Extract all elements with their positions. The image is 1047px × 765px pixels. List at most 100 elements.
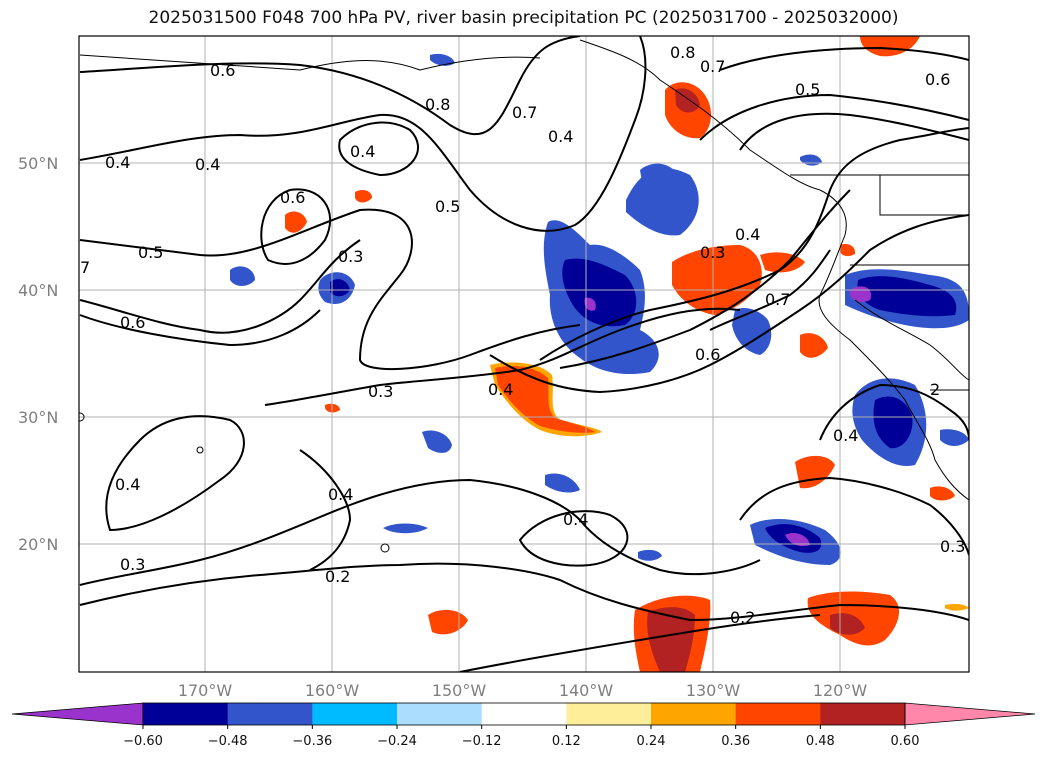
contour-label: 0.4 (833, 426, 858, 445)
contour-label: 0.7 (765, 290, 790, 309)
coastlines (79, 39, 969, 501)
colorbar-swatch (651, 703, 737, 725)
colorbar-tick-label: 0.24 (637, 734, 666, 749)
contour-label: 0.7 (700, 57, 725, 76)
precip-negative-blob (638, 549, 662, 561)
colorbar-swatch (735, 703, 821, 725)
colorbar-extend-low (11, 702, 144, 726)
precip-positive-blob (840, 244, 856, 257)
precip-negative-blob (422, 430, 452, 453)
colorbar-tick-label: −0.48 (208, 734, 248, 749)
precip-positive-blob (945, 604, 969, 611)
colorbar-swatch (820, 703, 906, 725)
lon-label-130w: 130°W (686, 681, 741, 700)
colorbar-tick-label: 0.36 (721, 734, 750, 749)
contour-label: 0.4 (548, 127, 573, 146)
precip-positive-blob (355, 190, 372, 203)
colorbar-extend-high (904, 702, 1036, 726)
lat-label-30n: 30°N (18, 408, 58, 427)
contour-label: 0.3 (338, 247, 363, 266)
precip-positive-blob (672, 245, 762, 315)
precip-positive-blob (930, 486, 955, 501)
precip-negative-blob (940, 429, 969, 446)
lat-label-20n: 20°N (18, 535, 58, 554)
contour-label: 0.6 (210, 61, 235, 80)
contour-label: 0.8 (670, 43, 695, 62)
precip-positive-core (495, 366, 595, 433)
colorbar-tick-label: 0.60 (891, 734, 920, 749)
contour-label: 0.4 (195, 155, 220, 174)
contour-label: 0.4 (350, 142, 375, 161)
precip-negative-blob (640, 163, 678, 187)
contour-label: 0.6 (925, 70, 950, 89)
map-title: 2025031500 F048 700 hPa PV, river basin … (148, 8, 899, 28)
contour-label: 0.4 (328, 485, 353, 504)
contour-label: 0.2 (730, 608, 755, 627)
contour-label: 0.4 (115, 475, 140, 494)
contour-label: 0.4 (488, 380, 513, 399)
map-border (78, 35, 970, 673)
precip-negative-blob (383, 523, 428, 534)
contour-label: 7 (80, 258, 90, 277)
lat-label-50n: 50°N (18, 154, 58, 173)
precip-negative-core (562, 258, 637, 327)
precip-positive-blob (428, 609, 468, 635)
contour-label: 0.6 (695, 345, 720, 364)
colorbar-tick-label: −0.12 (462, 734, 502, 749)
precip-positive-core (830, 613, 865, 635)
colorbar-swatch (312, 703, 398, 725)
contour-labels: 0.6 0.4 0.4 0.4 0.8 0.7 0.4 0.8 0.7 0.5 … (80, 43, 965, 627)
precip-negative-blob (626, 168, 699, 236)
precip-positive-blob (285, 211, 307, 233)
lon-label-160w: 160°W (305, 681, 360, 700)
precip-negative-core (873, 396, 913, 449)
precip-positive-blob (860, 36, 920, 57)
lat-label-40n: 40°N (18, 281, 58, 300)
precip-negative-peak (785, 533, 810, 547)
contour-label: 0.4 (563, 510, 588, 529)
precip-positive-blob (800, 333, 828, 358)
longitude-labels: 170°W 160°W 150°W 140°W 130°W 120°W (178, 681, 868, 700)
lon-label-140w: 140°W (559, 681, 614, 700)
contour-label: 2 (930, 380, 940, 399)
precip-shading (230, 36, 969, 672)
colorbar-swatch (566, 703, 652, 725)
contour-label: 0.4 (105, 153, 130, 172)
precip-negative-blob (732, 308, 772, 355)
precip-negative-blob (230, 266, 255, 286)
colorbar-swatch (397, 703, 483, 725)
contour-label: 0.5 (435, 197, 460, 216)
contour-label: 0.5 (795, 80, 820, 99)
lon-label-170w: 170°W (178, 681, 233, 700)
precip-positive-core (647, 607, 695, 672)
precip-positive-blob (760, 252, 805, 273)
colorbar-tick-label: 0.48 (806, 734, 835, 749)
contour-label: 0.3 (700, 243, 725, 262)
contour-label: 0.3 (368, 382, 393, 401)
precip-negative-peak (584, 297, 596, 311)
lon-label-150w: 150°W (432, 681, 487, 700)
precip-negative-blob (545, 473, 580, 493)
contour-label: 0.2 (325, 567, 350, 586)
precip-negative-core (330, 279, 350, 297)
colorbar-swatch (143, 703, 229, 725)
pv-contours (79, 36, 969, 672)
colorbar-border (142, 702, 906, 726)
contour-label: 0.4 (735, 225, 760, 244)
precip-negative-core (857, 276, 957, 317)
contour-label: 0.7 (512, 103, 537, 122)
colorbar-tick-label: 0.12 (552, 734, 581, 749)
contour-label: 0.5 (138, 243, 163, 262)
contour-label: 0.8 (425, 95, 450, 114)
map-area (79, 36, 969, 672)
colorbar: −0.60 −0.48 −0.36 −0.24 −0.12 0.12 0.24 0.36 0.4… (11, 702, 1036, 749)
contour-label: 0.3 (940, 537, 965, 556)
lon-label-120w: 120°W (813, 681, 868, 700)
contour-label: 0.3 (120, 555, 145, 574)
latitude-labels: 50°N 40°N 30°N 20°N (18, 154, 58, 554)
colorbar-tick-label: −0.24 (377, 734, 417, 749)
colorbar-swatch (227, 703, 313, 725)
contour-label: 0.6 (120, 313, 145, 332)
colorbar-tick-label: −0.60 (123, 734, 163, 749)
